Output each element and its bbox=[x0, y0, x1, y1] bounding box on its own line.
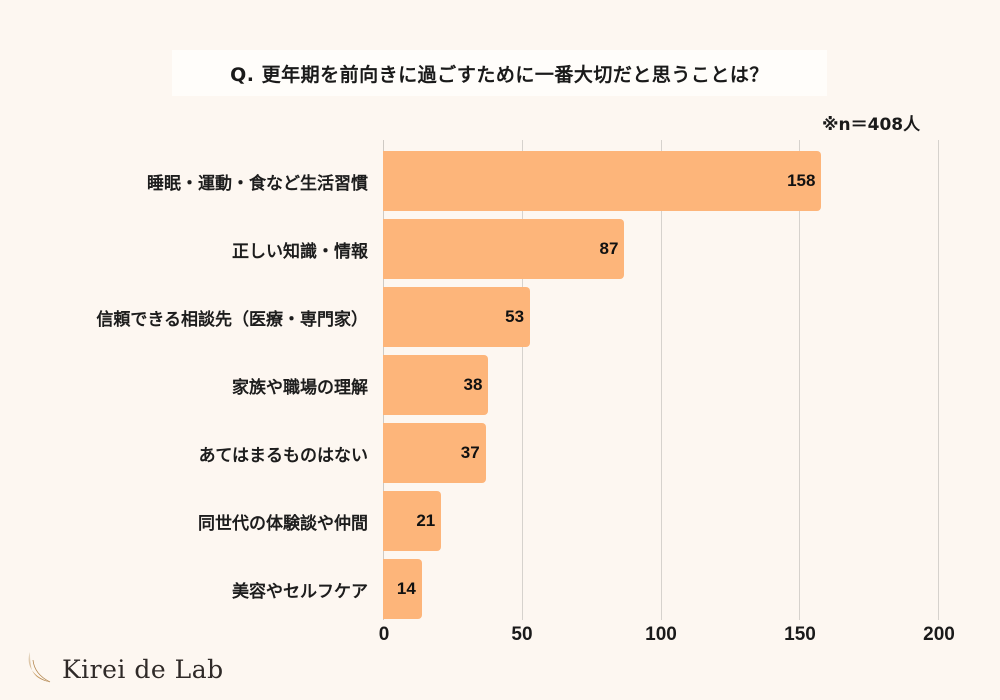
bar-none-applicable: 37 bbox=[383, 423, 486, 483]
bar-value: 158 bbox=[787, 171, 816, 190]
bar-value: 87 bbox=[599, 239, 619, 258]
bar-peer-experiences: 21 bbox=[383, 491, 442, 551]
category-label: あてはまるものはない bbox=[198, 445, 368, 466]
category-label: 家族や職場の理解 bbox=[232, 377, 368, 398]
gridline-150 bbox=[799, 140, 801, 620]
x-tick-150: 150 bbox=[784, 624, 816, 645]
x-tick-0: 0 bbox=[378, 624, 390, 645]
sample-size-note: ※n＝408人 bbox=[822, 115, 921, 135]
bar-sleep-exercise-diet: 158 bbox=[383, 151, 822, 211]
bar-correct-knowledge: 87 bbox=[383, 219, 625, 279]
category-label: 信頼できる相談先（医療・専門家） bbox=[96, 309, 368, 330]
x-tick-200: 200 bbox=[923, 624, 955, 645]
category-label: 美容やセルフケア bbox=[232, 581, 368, 602]
chart-title-text: Q. 更年期を前向きに過ごすために一番大切だと思うことは？ bbox=[230, 63, 769, 86]
category-label: 睡眠・運動・食など生活習慣 bbox=[147, 173, 368, 194]
chart-title: Q. 更年期を前向きに過ごすために一番大切だと思うことは？ bbox=[172, 50, 827, 96]
bar-value: 37 bbox=[460, 443, 480, 462]
x-tick-50: 50 bbox=[511, 624, 533, 645]
bar-value: 21 bbox=[416, 511, 436, 530]
category-label: 同世代の体験談や仲間 bbox=[198, 513, 368, 534]
brand-logo: Kirei de Lab bbox=[24, 650, 224, 688]
category-label: 正しい知識・情報 bbox=[232, 241, 368, 262]
bar-beauty-selfcare: 14 bbox=[383, 559, 422, 619]
bar-value: 53 bbox=[505, 307, 525, 326]
gridline-50 bbox=[521, 140, 523, 620]
gridline-100 bbox=[660, 140, 662, 620]
gridline-200 bbox=[938, 140, 939, 620]
x-tick-100: 100 bbox=[645, 624, 677, 645]
plot-area: 158 87 53 38 37 21 14 bbox=[383, 140, 943, 620]
bar-trusted-consultant: 53 bbox=[383, 287, 531, 347]
bar-value: 14 bbox=[396, 579, 416, 598]
bar-value: 38 bbox=[463, 375, 483, 394]
brand-name: Kirei de Lab bbox=[62, 654, 224, 684]
feather-icon bbox=[28, 652, 51, 683]
bar-family-work-understanding: 38 bbox=[383, 355, 489, 415]
